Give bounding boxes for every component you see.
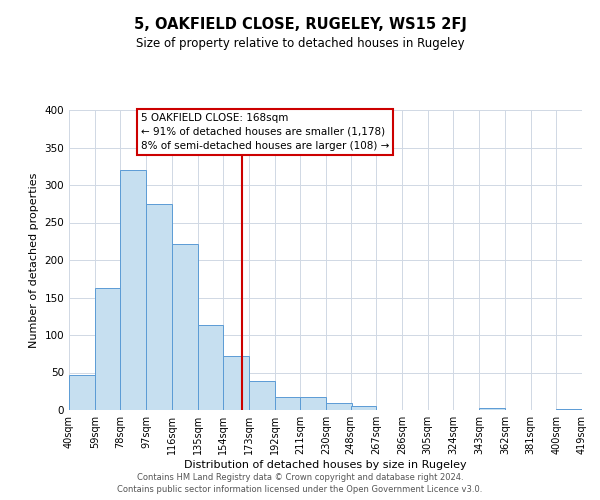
Text: Size of property relative to detached houses in Rugeley: Size of property relative to detached ho… <box>136 38 464 51</box>
Bar <box>197 324 223 410</box>
Text: 5 OAKFIELD CLOSE: 168sqm
← 91% of detached houses are smaller (1,178)
8% of semi: 5 OAKFIELD CLOSE: 168sqm ← 91% of detach… <box>141 113 389 151</box>
Text: Contains public sector information licensed under the Open Government Licence v3: Contains public sector information licen… <box>118 485 482 494</box>
Bar <box>146 204 172 410</box>
Bar <box>69 375 95 410</box>
Bar <box>249 381 275 410</box>
Bar <box>326 402 352 410</box>
Bar <box>350 406 376 410</box>
Bar <box>479 408 505 410</box>
Bar <box>275 396 301 410</box>
Bar <box>556 408 582 410</box>
Y-axis label: Number of detached properties: Number of detached properties <box>29 172 39 348</box>
Text: 5, OAKFIELD CLOSE, RUGELEY, WS15 2FJ: 5, OAKFIELD CLOSE, RUGELEY, WS15 2FJ <box>134 18 466 32</box>
X-axis label: Distribution of detached houses by size in Rugeley: Distribution of detached houses by size … <box>184 460 467 470</box>
Bar <box>95 288 121 410</box>
Bar <box>223 356 249 410</box>
Bar <box>121 170 146 410</box>
Bar <box>301 396 326 410</box>
Bar <box>172 244 197 410</box>
Text: Contains HM Land Registry data © Crown copyright and database right 2024.: Contains HM Land Registry data © Crown c… <box>137 472 463 482</box>
